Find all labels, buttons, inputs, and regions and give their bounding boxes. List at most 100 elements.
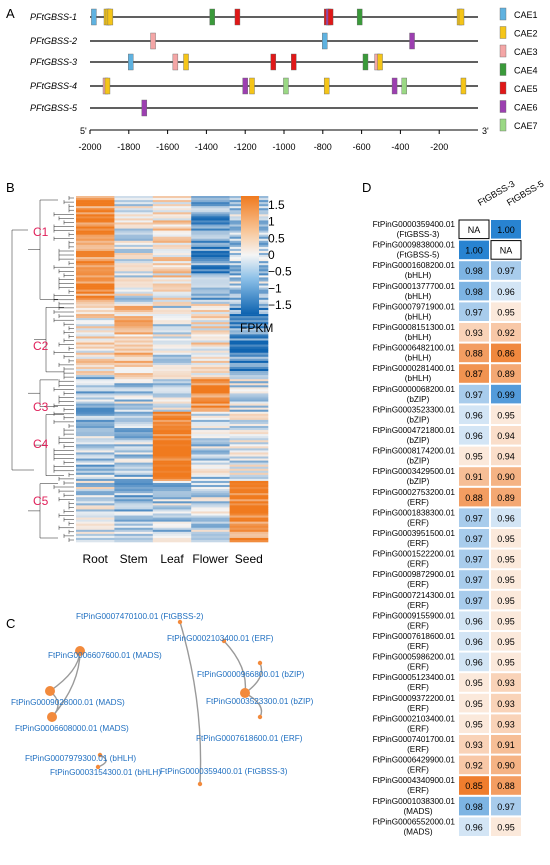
tissue-label: Root	[83, 552, 109, 566]
heatmap-cell	[229, 411, 269, 415]
heatmap-cell	[152, 202, 192, 205]
axis-tick-label: -400	[391, 142, 409, 152]
legend-swatch	[499, 81, 507, 95]
correlation-cell	[491, 611, 521, 630]
heatmap-cell	[191, 210, 230, 213]
correlation-cell	[491, 323, 521, 342]
cae-marker	[362, 53, 369, 71]
correlation-value: 0.99	[497, 390, 515, 400]
heatmap-cell	[152, 432, 192, 435]
correlation-cell	[491, 549, 521, 569]
heatmap-cell	[76, 236, 115, 240]
heatmap-cell	[114, 458, 154, 461]
heatmap-cell	[229, 407, 269, 411]
heatmap-cell	[152, 507, 192, 510]
heatmap-cell	[191, 448, 230, 451]
heatmap-cell	[229, 438, 269, 441]
gene-id: FtPinG0008174200.01	[373, 447, 456, 456]
heatmap-cell	[76, 307, 115, 311]
heatmap-cell	[191, 497, 230, 500]
heatmap-cell	[191, 340, 230, 343]
cae-marker	[409, 32, 415, 50]
heatmap-cell	[229, 497, 269, 500]
heatmap-cell	[229, 434, 269, 437]
correlation-cell	[459, 590, 489, 610]
gene-family: (bHLH)	[405, 271, 432, 280]
heatmap-cell	[152, 328, 192, 331]
network-node[interactable]	[45, 686, 55, 696]
heatmap-cell	[229, 391, 269, 394]
heatmap-cell	[191, 468, 230, 472]
heatmap-cell	[76, 255, 115, 258]
cae-marker	[270, 53, 277, 71]
correlation-cell	[491, 302, 521, 321]
heatmap-cell	[191, 214, 230, 217]
heatmap-cell	[229, 527, 269, 531]
heatmap-cell	[191, 509, 230, 512]
correlation-value: 0.96	[465, 822, 483, 832]
heatmap-cell	[114, 446, 154, 449]
heatmap-cell	[229, 405, 269, 408]
heatmap-cell	[229, 460, 269, 463]
heatmap-cell	[191, 501, 230, 504]
network-node[interactable]	[95, 764, 101, 770]
correlation-cell	[459, 446, 489, 466]
network-node[interactable]	[47, 712, 57, 722]
correlation-value: 0.96	[497, 287, 515, 297]
heatmap-cell	[191, 314, 230, 317]
heatmap-cell	[114, 318, 154, 321]
heatmap-cell	[114, 537, 154, 541]
heatmap-cell	[152, 248, 192, 252]
network-node[interactable]	[257, 660, 263, 666]
heatmap-cell	[191, 250, 230, 254]
heatmap-cell	[114, 428, 154, 431]
network-node[interactable]	[240, 688, 250, 698]
correlation-cell	[459, 426, 489, 445]
heatmap-cell	[152, 499, 192, 502]
cae-marker	[283, 77, 289, 95]
correlation-cell	[459, 364, 489, 383]
network-node[interactable]	[177, 619, 183, 625]
heatmap-cell	[152, 401, 192, 404]
heatmap-cell	[229, 531, 269, 535]
correlation-value: 0.95	[465, 452, 483, 462]
network-node[interactable]	[221, 638, 227, 644]
heatmap-cell	[114, 487, 154, 490]
heatmap-cell	[76, 377, 115, 380]
heatmap-cell	[76, 391, 115, 394]
heatmap-cell	[76, 493, 115, 496]
heatmap-cell	[76, 454, 115, 457]
heatmap-cell	[152, 501, 192, 504]
heatmap-cell	[191, 480, 230, 484]
heatmap-cell	[152, 196, 192, 199]
heatmap-cell	[191, 495, 230, 498]
heatmap-cell	[152, 403, 192, 406]
heatmap-cell	[114, 244, 154, 248]
gene-label: PFtGBSS-3	[30, 57, 77, 67]
heatmap-cell	[114, 379, 154, 382]
heatmap-cell	[229, 381, 269, 384]
network-node[interactable]	[75, 646, 85, 656]
network-node-label: FtPinG0007979300.01 (bHLH)	[25, 754, 136, 763]
heatmap-cell	[114, 267, 154, 270]
heatmap-cell	[76, 330, 115, 333]
heatmap-cell	[191, 428, 230, 431]
network-node[interactable]	[197, 781, 203, 787]
correlation-value: 0.97	[497, 266, 515, 276]
cae-marker	[291, 53, 297, 71]
heatmap-cell	[152, 525, 192, 529]
heatmap-cell	[191, 405, 230, 408]
gene-family: (ERF)	[407, 683, 429, 692]
heatmap-cell	[191, 238, 230, 242]
heatmap-cell	[191, 503, 230, 506]
heatmap-cell	[229, 513, 269, 516]
colorbar-tick-label: 1.5	[268, 198, 285, 212]
gene-id: FtPinG0004340900.01	[373, 776, 456, 785]
heatmap-cell	[114, 413, 154, 417]
heatmap-cell	[152, 411, 192, 415]
heatmap-cell	[76, 456, 115, 459]
network-node[interactable]	[97, 752, 103, 758]
heatmap-cell	[229, 320, 269, 323]
heatmap-cell	[114, 222, 154, 225]
network-node[interactable]	[257, 714, 263, 720]
